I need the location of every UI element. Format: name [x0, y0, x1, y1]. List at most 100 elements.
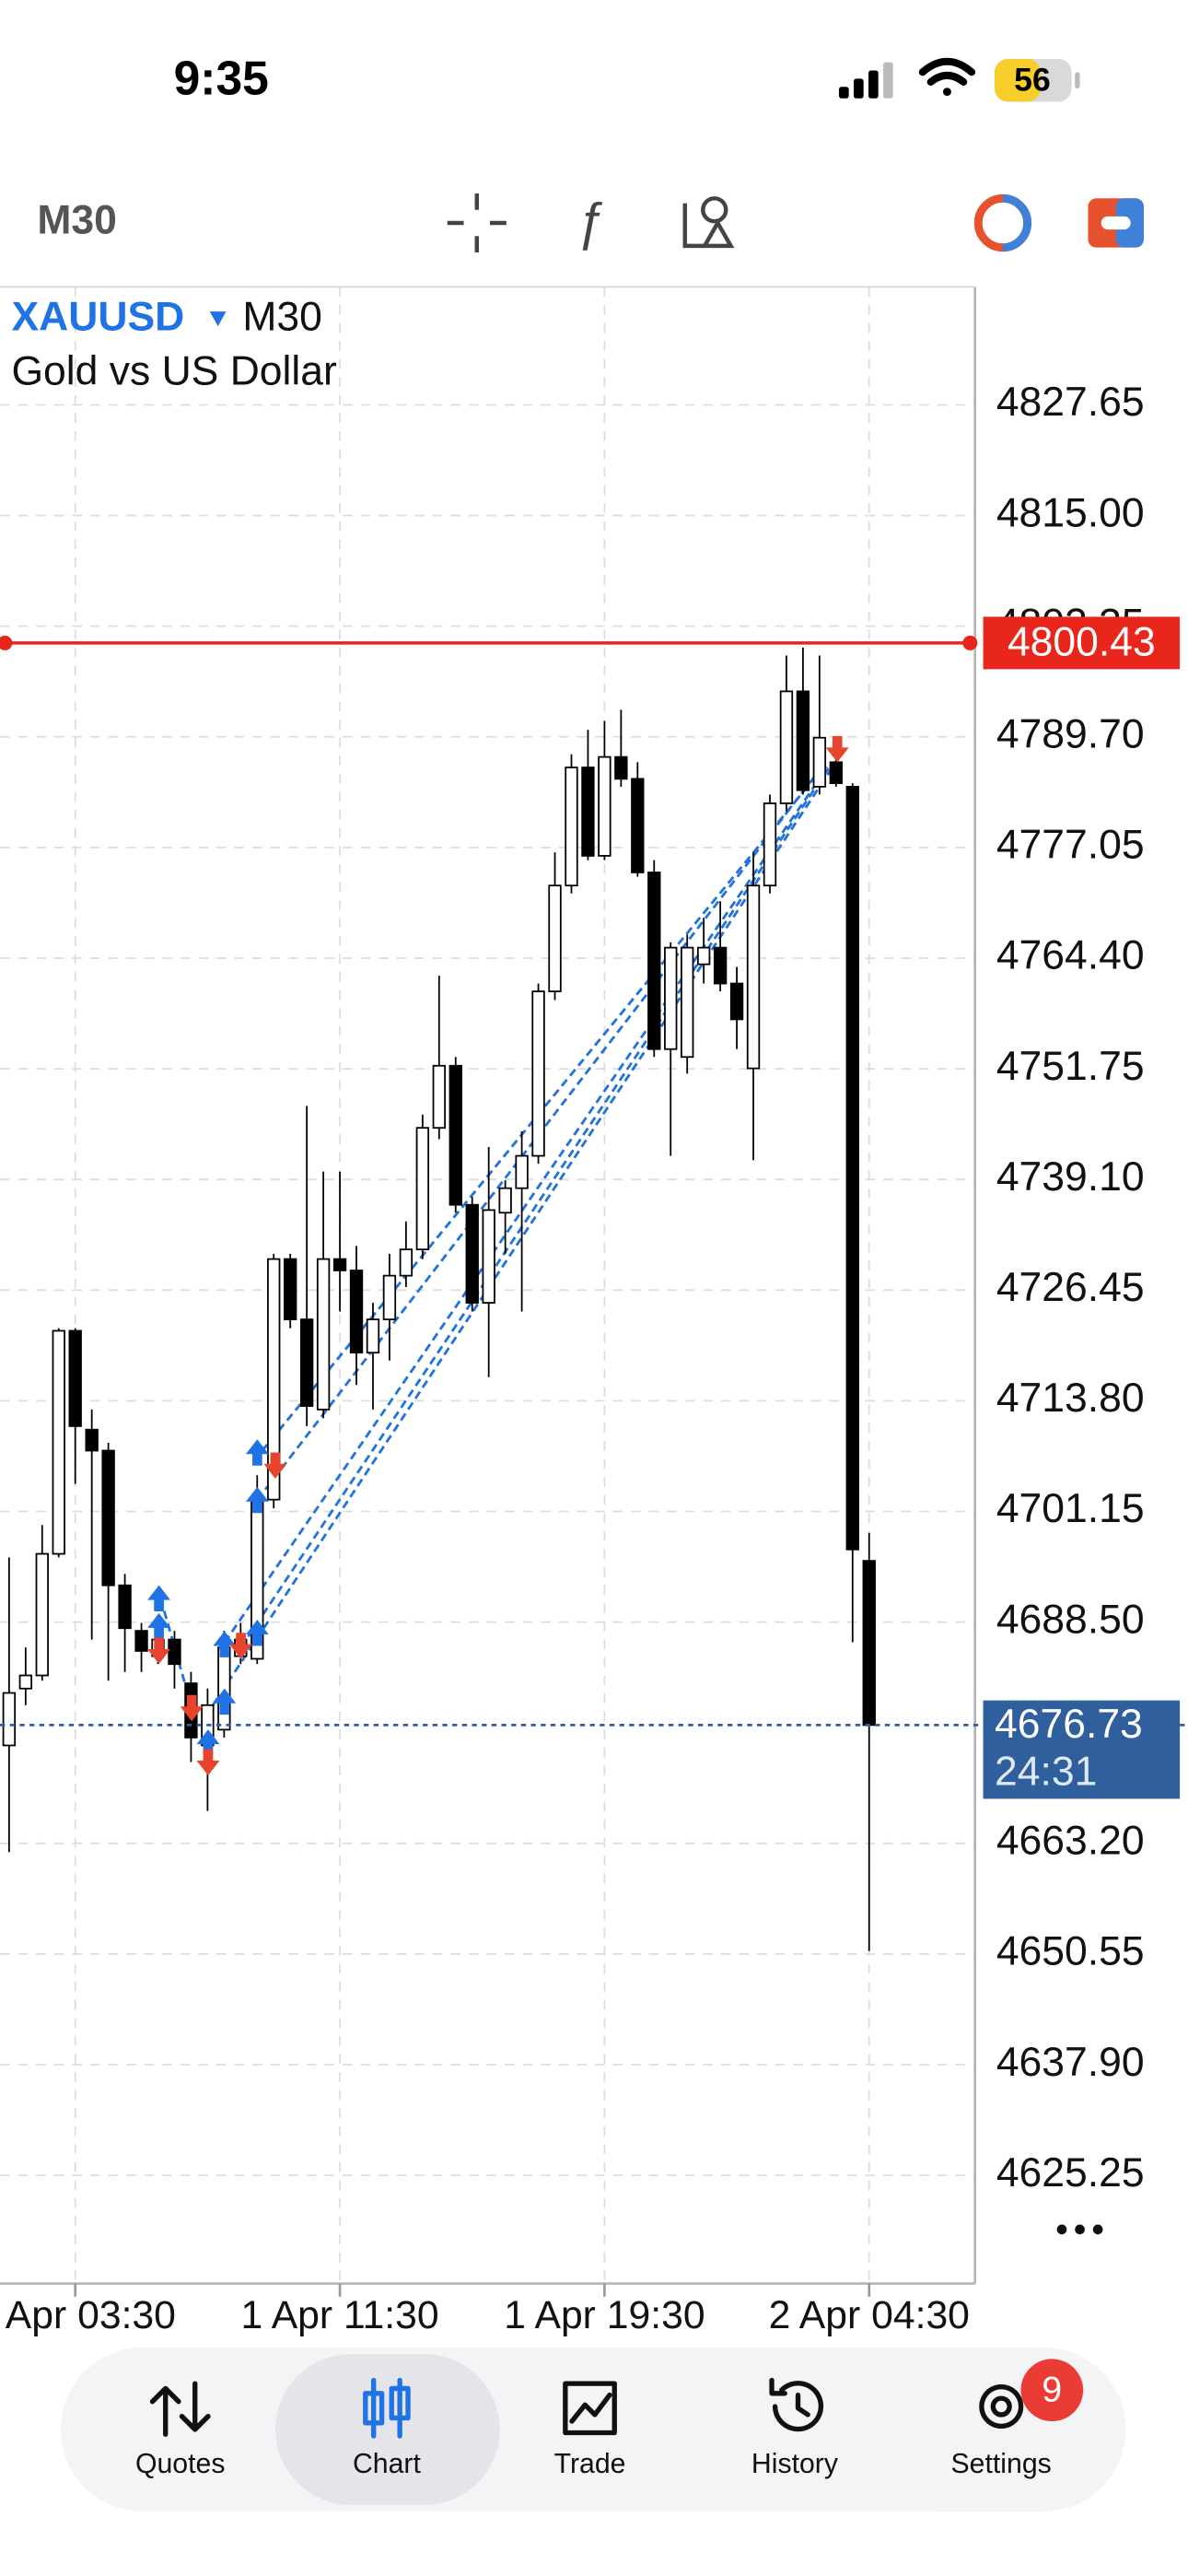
y-tick-label: 4637.90 — [996, 2040, 1145, 2085]
price-label: 4800.43 — [1007, 619, 1156, 664]
candle-body — [432, 1064, 446, 1130]
price-label-box — [983, 616, 1181, 670]
candle-body — [531, 990, 545, 1157]
active-tab-pill — [274, 2354, 500, 2505]
symbol-name[interactable]: XAUUSD — [11, 295, 184, 340]
tab-label: Settings — [951, 2449, 1052, 2479]
candle-body — [812, 736, 827, 788]
axes: 4827.654815.004802.354789.704777.054764.… — [0, 380, 1145, 2337]
clock: 9:35 — [174, 52, 269, 105]
candle-body — [35, 1552, 49, 1677]
candle-body — [415, 1127, 430, 1251]
y-tick-label: 4713.80 — [996, 1376, 1145, 1421]
y-tick-label: 4777.05 — [996, 823, 1145, 868]
candle-body — [581, 767, 595, 857]
y-tick-label: 4625.25 — [996, 2150, 1145, 2195]
trade-line — [239, 761, 834, 1648]
tab-0[interactable]: Quotes — [135, 2381, 225, 2479]
candle-body — [862, 1560, 876, 1727]
settings-badge-count: 9 — [1042, 2370, 1062, 2409]
one-click-button[interactable] — [1088, 198, 1144, 248]
x-tick-label: 1 Apr 11:30 — [240, 2293, 438, 2337]
candle-body — [267, 1258, 281, 1501]
candle-body — [763, 802, 777, 887]
candle-body — [134, 1630, 148, 1652]
tab-bar — [60, 2347, 1126, 2512]
x-tick-label: 2 Apr 04:30 — [769, 2293, 970, 2337]
candle-body — [713, 946, 728, 985]
tab-3[interactable]: History — [751, 2377, 839, 2480]
candle-body — [284, 1258, 297, 1320]
tab-1[interactable]: Chart — [274, 2354, 500, 2505]
y-tick-label: 4827.65 — [996, 380, 1145, 425]
candle-body — [598, 755, 611, 857]
trade-line — [223, 766, 829, 1644]
y-tick-label: 4663.20 — [996, 1819, 1145, 1864]
candle-body — [465, 1203, 479, 1304]
candle-body — [366, 1318, 380, 1354]
tabs: Quotes Chart Trade History Settings 9 — [135, 2354, 1084, 2505]
more-button[interactable] — [1056, 2224, 1103, 2235]
candle-body — [779, 690, 794, 804]
tab-4[interactable]: Settings — [951, 2383, 1052, 2479]
candle-body — [316, 1258, 331, 1411]
candle-body — [664, 946, 678, 1050]
candle-body — [631, 778, 645, 873]
indicators-button[interactable]: ƒ — [576, 192, 605, 251]
y-tick-label: 4815.00 — [996, 490, 1145, 535]
chart-timeframe: M30 — [242, 295, 322, 340]
candles — [2, 647, 876, 1951]
candle-body — [382, 1274, 397, 1320]
candle-body — [482, 1209, 495, 1304]
y-tick-label: 4789.70 — [996, 712, 1145, 757]
tab-label: Trade — [554, 2449, 626, 2479]
bar-countdown: 24:31 — [995, 1749, 1097, 1794]
candle-body — [349, 1270, 364, 1354]
candle-body — [681, 946, 694, 1059]
candle-body — [168, 1638, 181, 1666]
tab-icon — [563, 2381, 617, 2436]
candle-body — [118, 1584, 132, 1630]
y-tick-label: 4751.75 — [996, 1044, 1145, 1089]
grid — [0, 287, 975, 2284]
timeframe-button[interactable]: M30 — [37, 198, 117, 243]
candle-body — [796, 690, 810, 791]
wifi-icon — [918, 57, 976, 97]
y-tick-label: 4739.10 — [996, 1154, 1145, 1200]
price-line-handle[interactable] — [962, 635, 978, 650]
candle-body — [18, 1674, 33, 1690]
tab-2[interactable]: Trade — [554, 2381, 626, 2479]
candle-body — [829, 761, 844, 784]
tab-label: History — [751, 2449, 839, 2479]
x-tick-label: 1 Apr 19:30 — [504, 2293, 705, 2337]
candle-body — [68, 1329, 82, 1427]
battery-level: 56 — [1014, 61, 1051, 98]
candle-body — [614, 755, 628, 780]
y-tick-label: 4688.50 — [996, 1597, 1145, 1642]
y-tick-label: 4701.15 — [996, 1486, 1145, 1531]
crosshair-button[interactable] — [447, 193, 507, 253]
price-line-handle[interactable] — [0, 635, 13, 650]
candle-body — [515, 1154, 529, 1189]
candle-body — [548, 884, 562, 992]
symbol-dropdown[interactable] — [209, 311, 227, 327]
battery-icon: 56 — [995, 59, 1080, 102]
candle-body — [85, 1428, 99, 1452]
signal-icon — [839, 62, 893, 99]
x-tick-label: 1 Apr 03:30 — [0, 2293, 176, 2337]
settings-badge — [1020, 2359, 1084, 2422]
candle-body — [448, 1064, 462, 1206]
price-label: 4676.73 — [995, 1702, 1143, 1747]
objects-button[interactable] — [682, 196, 735, 249]
tab-label: Chart — [353, 2449, 422, 2479]
tab-icon — [979, 2383, 1024, 2429]
candle-body — [399, 1248, 413, 1277]
candle-body — [52, 1329, 65, 1555]
candle-body — [647, 872, 661, 1050]
tab-icon — [363, 2377, 411, 2439]
trade-line — [212, 756, 841, 1706]
trade-signal-button[interactable] — [973, 193, 1032, 252]
y-tick-label: 4764.40 — [996, 933, 1145, 978]
